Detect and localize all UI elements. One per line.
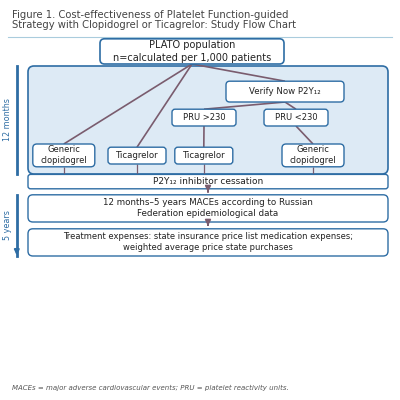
FancyBboxPatch shape [264, 109, 328, 126]
FancyBboxPatch shape [226, 81, 344, 102]
FancyBboxPatch shape [100, 39, 284, 64]
Text: Generic
clopidogrel: Generic clopidogrel [40, 145, 87, 166]
Text: PRU >230: PRU >230 [183, 113, 225, 122]
Text: PRU <230: PRU <230 [275, 113, 317, 122]
Text: Ticagrelor: Ticagrelor [116, 151, 158, 160]
FancyBboxPatch shape [28, 229, 388, 256]
Text: Treatment expenses: state insurance price list medication expenses;
weighted ave: Treatment expenses: state insurance pric… [63, 232, 353, 252]
Text: 12 months: 12 months [4, 98, 12, 142]
Text: 12 months–5 years MACEs according to Russian
Federation epidemiological data: 12 months–5 years MACEs according to Rus… [103, 198, 313, 218]
Text: Strategy with Clopidogrel or Ticagrelor: Study Flow Chart: Strategy with Clopidogrel or Ticagrelor:… [12, 20, 296, 30]
Text: Generic
clopidogrel: Generic clopidogrel [290, 145, 336, 166]
Text: Figure 1. Cost-effectiveness of Platelet Function-guided: Figure 1. Cost-effectiveness of Platelet… [12, 10, 288, 20]
Text: 5 years: 5 years [4, 210, 12, 240]
FancyBboxPatch shape [28, 174, 388, 189]
Text: MACEs = major adverse cardiovascular events; PRU = platelet reactivity units.: MACEs = major adverse cardiovascular eve… [12, 385, 289, 391]
FancyBboxPatch shape [172, 109, 236, 126]
FancyBboxPatch shape [175, 147, 233, 164]
Text: Ticagrelor: Ticagrelor [182, 151, 225, 160]
Text: PLATO population
n=calculated per 1,000 patients: PLATO population n=calculated per 1,000 … [113, 40, 271, 63]
FancyBboxPatch shape [108, 147, 166, 164]
FancyBboxPatch shape [33, 144, 95, 167]
FancyBboxPatch shape [28, 66, 388, 174]
FancyBboxPatch shape [282, 144, 344, 167]
Text: P2Y₁₂ inhibitor cessation: P2Y₁₂ inhibitor cessation [153, 177, 263, 186]
Text: Verify Now P2Y₁₂: Verify Now P2Y₁₂ [249, 87, 321, 96]
FancyBboxPatch shape [28, 195, 388, 222]
